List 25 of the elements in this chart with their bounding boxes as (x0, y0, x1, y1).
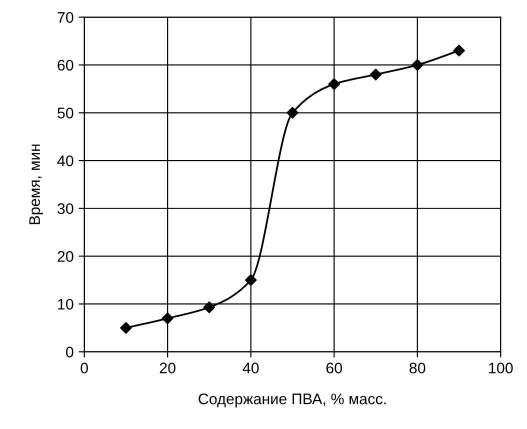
y-tick-label: 0 (66, 346, 74, 358)
y-tick-label: 50 (58, 108, 74, 118)
x-tick-label: 40 (242, 362, 259, 374)
point (411, 59, 424, 71)
x-tick-label: 100 (489, 362, 513, 374)
point (120, 322, 132, 334)
point (203, 301, 216, 314)
y-tick-label: 10 (58, 298, 74, 310)
point (453, 44, 465, 57)
point (370, 68, 382, 80)
y-tick-label: 40 (57, 155, 74, 166)
y-tick-label: 30 (57, 203, 74, 214)
point (244, 274, 257, 286)
point (286, 106, 298, 119)
y-tick-label: 70 (58, 12, 74, 23)
x-tick-label: 20 (160, 362, 176, 374)
point (328, 78, 340, 90)
x-axis-title: Содержание ПВА, % масс. (198, 394, 386, 408)
y-tick-label: 60 (58, 60, 74, 71)
y-axis-title: Время, мин (29, 144, 44, 224)
point (162, 312, 174, 324)
y-tick-label: 20 (58, 251, 74, 262)
x-tick-label: 80 (410, 362, 426, 374)
x-tick-label: 60 (326, 362, 342, 374)
x-tick-label: 0 (80, 362, 88, 374)
